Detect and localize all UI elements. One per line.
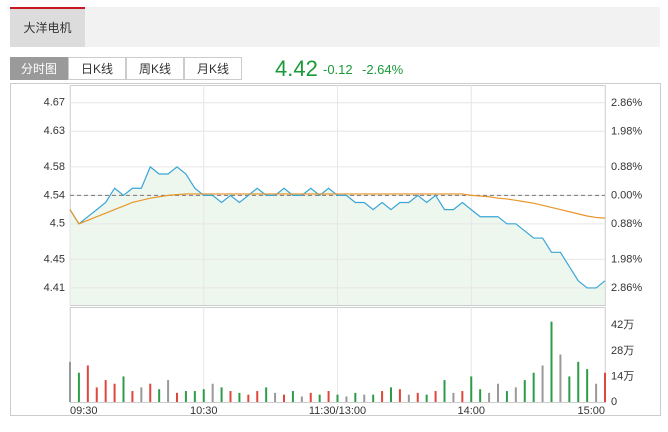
volume-bar bbox=[300, 396, 303, 402]
frame bbox=[10, 83, 661, 416]
volume-bar bbox=[461, 391, 464, 402]
y-tick-label: 4.63 bbox=[44, 125, 65, 137]
stock-tab[interactable]: 大洋电机 bbox=[10, 7, 85, 47]
volume-bar bbox=[122, 376, 125, 402]
volume-bar bbox=[184, 391, 187, 402]
volume-bar bbox=[193, 391, 196, 402]
volume-bar bbox=[407, 394, 410, 402]
volume-bar bbox=[532, 372, 535, 402]
price-line bbox=[69, 165, 606, 289]
x-tick-label: 09:30 bbox=[70, 405, 98, 417]
volume-bar bbox=[140, 387, 143, 402]
y-tick-label: 28万 bbox=[611, 345, 634, 357]
volume-bar bbox=[149, 383, 152, 402]
volume-bar bbox=[327, 391, 330, 402]
volume-bar bbox=[247, 394, 250, 402]
volume-bar bbox=[211, 383, 214, 402]
volume-bar bbox=[113, 383, 116, 402]
volume-bar bbox=[283, 394, 285, 402]
volume-bar bbox=[363, 394, 366, 402]
x-tick-label: 10:30 bbox=[190, 405, 218, 417]
y2-tick-label: 1.98% bbox=[611, 253, 642, 265]
volume-bar bbox=[336, 394, 339, 402]
volume-bar bbox=[452, 392, 455, 402]
volume-bar bbox=[604, 372, 606, 402]
y-tick-label: 4.58 bbox=[44, 161, 65, 173]
volume-bar bbox=[69, 361, 71, 402]
quote-change-pct: -2.64% bbox=[362, 62, 404, 77]
volume-bar bbox=[497, 383, 499, 402]
volume-bar bbox=[95, 387, 98, 402]
view-tab[interactable]: 月K线 bbox=[184, 57, 242, 80]
volume-bar bbox=[559, 354, 562, 402]
volume-bar bbox=[256, 391, 259, 402]
quote-price: 4.42 bbox=[275, 56, 318, 81]
volume-bar bbox=[345, 396, 348, 402]
volume-bar bbox=[131, 391, 134, 402]
volume-bar bbox=[265, 387, 268, 402]
volume-bar bbox=[104, 380, 107, 402]
volume-bar bbox=[229, 391, 232, 402]
y-tick-label: 4.41 bbox=[44, 282, 65, 294]
volume-bar bbox=[488, 392, 491, 402]
y-tick-label: 4.67 bbox=[44, 97, 65, 109]
view-tab[interactable]: 分时图 bbox=[10, 57, 68, 80]
volume-bar bbox=[541, 365, 544, 402]
quote-change: -0.12 bbox=[323, 62, 353, 77]
volume-bar bbox=[398, 389, 401, 402]
volume-bar bbox=[595, 383, 598, 402]
volume-bar bbox=[425, 394, 428, 402]
volume-bar bbox=[577, 361, 580, 402]
volume-bar bbox=[176, 392, 178, 402]
volume-bar bbox=[291, 391, 294, 402]
top-bar: 大洋电机 bbox=[10, 7, 660, 47]
volume-bar bbox=[167, 380, 170, 402]
volume-bar bbox=[86, 365, 89, 402]
volume-bar bbox=[354, 392, 357, 402]
volume-bar bbox=[523, 380, 526, 402]
y2-tick-label: 0.88% bbox=[611, 161, 642, 173]
y-tick-label: 4.5 bbox=[50, 218, 65, 230]
volume-bar bbox=[381, 391, 384, 402]
volume-bar bbox=[372, 394, 375, 402]
x-tick-label: 14:00 bbox=[457, 405, 485, 417]
y-tick-label: 0 bbox=[611, 396, 617, 408]
y2-tick-label: 2.86% bbox=[611, 97, 642, 109]
y2-tick-label: 2.86% bbox=[611, 282, 642, 294]
volume-bar bbox=[202, 389, 205, 402]
view-tab[interactable]: 周K线 bbox=[126, 57, 184, 80]
volume-bar bbox=[550, 321, 553, 402]
volume-bar bbox=[443, 380, 446, 402]
volume-bar bbox=[568, 376, 571, 402]
price-line bbox=[69, 193, 606, 225]
y2-tick-label: 0.88% bbox=[611, 218, 642, 230]
volume-bar bbox=[416, 392, 419, 402]
y2-tick-label: 0.00% bbox=[611, 189, 642, 201]
y2-tick-label: 1.98% bbox=[611, 125, 642, 137]
volume-bar bbox=[220, 387, 223, 402]
volume-bar bbox=[390, 387, 392, 402]
volume-bar bbox=[274, 392, 277, 402]
volume-bar bbox=[470, 376, 473, 402]
volume-bar bbox=[309, 392, 312, 402]
x-tick-label: 11:30/13:00 bbox=[309, 405, 366, 417]
volume-bar bbox=[238, 392, 241, 402]
volume-bar bbox=[434, 391, 437, 402]
y-tick-label: 14万 bbox=[611, 370, 634, 382]
y-tick-label: 4.45 bbox=[44, 253, 65, 265]
view-tab[interactable]: 日K线 bbox=[68, 57, 126, 80]
volume-bar bbox=[77, 372, 80, 402]
volume-bar bbox=[318, 394, 321, 402]
volume-bar bbox=[158, 389, 161, 402]
volume-bar bbox=[505, 391, 508, 402]
volume-bar bbox=[586, 369, 589, 402]
volume-bar bbox=[479, 389, 482, 402]
x-tick-label: 15:00 bbox=[577, 405, 605, 417]
y-tick-label: 4.54 bbox=[44, 189, 65, 201]
y-tick-label: 42万 bbox=[611, 319, 634, 331]
volume-bar bbox=[514, 387, 517, 402]
